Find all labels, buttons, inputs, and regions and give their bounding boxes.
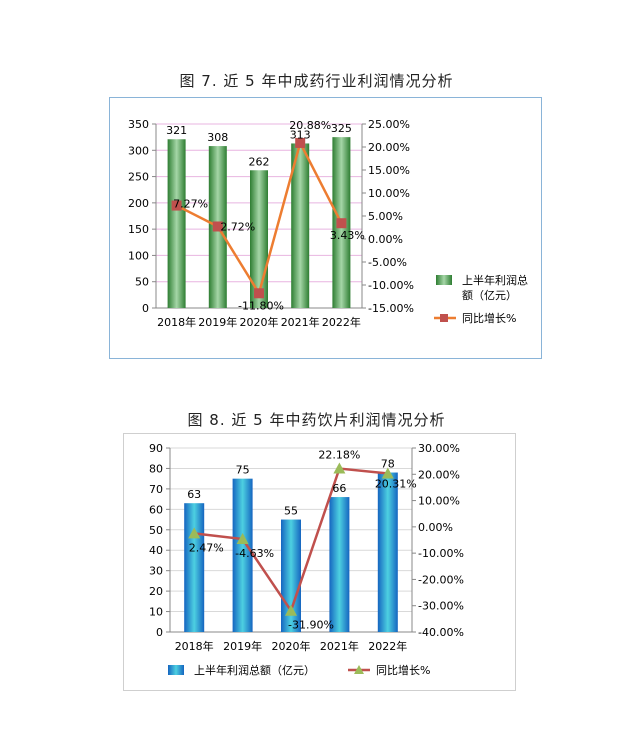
line-value-label: -4.63% — [235, 547, 274, 560]
chart-title-2: 图 8. 近 5 年中药饮片利润情况分析 — [187, 411, 446, 429]
y2-tick-label: -40.00% — [418, 626, 464, 639]
y-tick-label: 150 — [128, 223, 149, 236]
y-tick-label: 100 — [128, 249, 149, 262]
line-marker — [171, 200, 182, 211]
line-value-label: 20.88% — [289, 119, 331, 132]
line-value-label: 7.27% — [173, 198, 208, 211]
bar — [232, 478, 253, 632]
y2-tick-label: -10.00% — [368, 279, 414, 292]
x-tick-label: 2019年 — [223, 639, 262, 653]
y-tick-label: 200 — [128, 197, 149, 210]
chart-area-2: 0 10 20 30 40 50 60 70 80 90 -40.00% -30.00% -20.00%… — [123, 433, 516, 691]
y2-tick-label: 25.00% — [368, 118, 410, 131]
legend-label: 上半年利润总额（亿元） — [462, 273, 528, 302]
y-tick-label: 60 — [149, 503, 163, 516]
bar-value-label: 55 — [284, 505, 298, 518]
y2-tick-label: 5.00% — [368, 210, 403, 223]
bar-value-label: 308 — [207, 131, 228, 144]
y-tick-label: 300 — [128, 144, 149, 157]
legend-marker — [440, 314, 448, 322]
x-tick-label: 2018年 — [157, 315, 196, 329]
y2-tick-label: 20.00% — [368, 141, 410, 154]
y2-tick-label: 10.00% — [368, 187, 410, 200]
y2-tick-label: -30.00% — [418, 600, 464, 613]
legend-swatch-bar — [168, 665, 184, 675]
legend-label: 同比增长% — [376, 663, 430, 677]
bar — [329, 497, 350, 632]
line-marker — [254, 288, 264, 299]
y2-tick-label: -5.00% — [368, 256, 407, 269]
line-marker — [236, 533, 249, 545]
bar — [167, 139, 186, 308]
bar-value-label: 325 — [331, 122, 352, 135]
x-tick-label: 2021年 — [281, 315, 320, 329]
line-marker — [295, 137, 306, 148]
y2-tick-label: -15.00% — [368, 302, 414, 315]
chart-area-1: 0 50 100 150 200 250 300 350 -15.00% -10.00% -5.00… — [109, 97, 542, 359]
y2-tick-label: -10.00% — [418, 547, 464, 560]
bar-value-label: 75 — [236, 464, 250, 477]
y-tick-label: 70 — [149, 483, 163, 496]
bar — [184, 503, 205, 632]
line-value-label: 2.72% — [220, 220, 255, 233]
bar-value-label: 66 — [332, 482, 346, 495]
chart-1-svg: 0 50 100 150 200 250 300 350 -15.00% -10.00% -5.00… — [128, 118, 528, 329]
y2-tick-label: -20.00% — [418, 573, 464, 586]
chart-title-1: 图 7. 近 5 年中成药行业利润情况分析 — [179, 72, 454, 90]
y-tick-label: 50 — [149, 524, 163, 537]
bar-value-label: 313 — [290, 128, 311, 141]
y-tick-label: 30 — [149, 565, 163, 578]
y2-tick-label: 30.00% — [418, 442, 460, 455]
x-tick-label: 2021年 — [320, 639, 359, 653]
x-tick-label: 2020年 — [240, 315, 279, 329]
bar-value-label: 78 — [381, 458, 395, 471]
y2-tick-label: 0.00% — [418, 521, 453, 534]
bar-value-label: 262 — [249, 155, 270, 168]
x-tick-label: 2019年 — [198, 315, 237, 329]
bar — [291, 143, 310, 308]
y-tick-label: 80 — [149, 462, 163, 475]
line-marker — [381, 467, 394, 479]
y-tick-label: 20 — [149, 585, 163, 598]
line-value-label: 3.43% — [330, 229, 365, 242]
legend-marker — [354, 665, 364, 674]
legend-swatch-bar — [436, 275, 452, 285]
bar — [250, 170, 268, 308]
legend-label: 上半年利润总额（亿元） — [194, 663, 315, 677]
y-tick-label: 0 — [156, 626, 163, 639]
line-value-label: 20.31% — [375, 477, 417, 490]
y2-tick-label: 0.00% — [368, 233, 403, 246]
line-value-label: 22.18% — [318, 449, 360, 462]
line-marker — [188, 527, 201, 539]
y-tick-label: 40 — [149, 544, 163, 557]
line-value-label: 2.47% — [189, 541, 224, 554]
chart-2-svg: 0 10 20 30 40 50 60 70 80 90 -40.00% -30.00% -20.00%… — [149, 442, 464, 677]
x-tick-label: 2020年 — [272, 639, 311, 653]
bar — [377, 472, 398, 632]
bar-value-label: 321 — [166, 124, 187, 137]
bar-value-label: 63 — [187, 488, 201, 501]
y-tick-label: 10 — [149, 606, 163, 619]
y-tick-label: 350 — [128, 118, 149, 131]
x-tick-label: 2022年 — [368, 639, 407, 653]
line-value-label: -11.80% — [238, 299, 284, 312]
line-marker — [212, 221, 223, 232]
legend-label: 同比增长% — [462, 311, 516, 325]
y2-tick-label: 20.00% — [418, 468, 460, 481]
line-value-label: -31.90% — [288, 619, 334, 632]
line-marker — [336, 218, 347, 229]
x-tick-label: 2022年 — [322, 315, 361, 329]
y-tick-label: 0 — [142, 302, 149, 315]
y2-tick-label: 15.00% — [368, 164, 410, 177]
y-tick-label: 50 — [135, 276, 149, 289]
y2-tick-label: 10.00% — [418, 495, 460, 508]
y-tick-label: 250 — [128, 171, 149, 184]
y-tick-label: 90 — [149, 442, 163, 455]
line-marker — [285, 604, 297, 616]
x-tick-label: 2018年 — [175, 639, 214, 653]
line-marker — [333, 462, 346, 474]
